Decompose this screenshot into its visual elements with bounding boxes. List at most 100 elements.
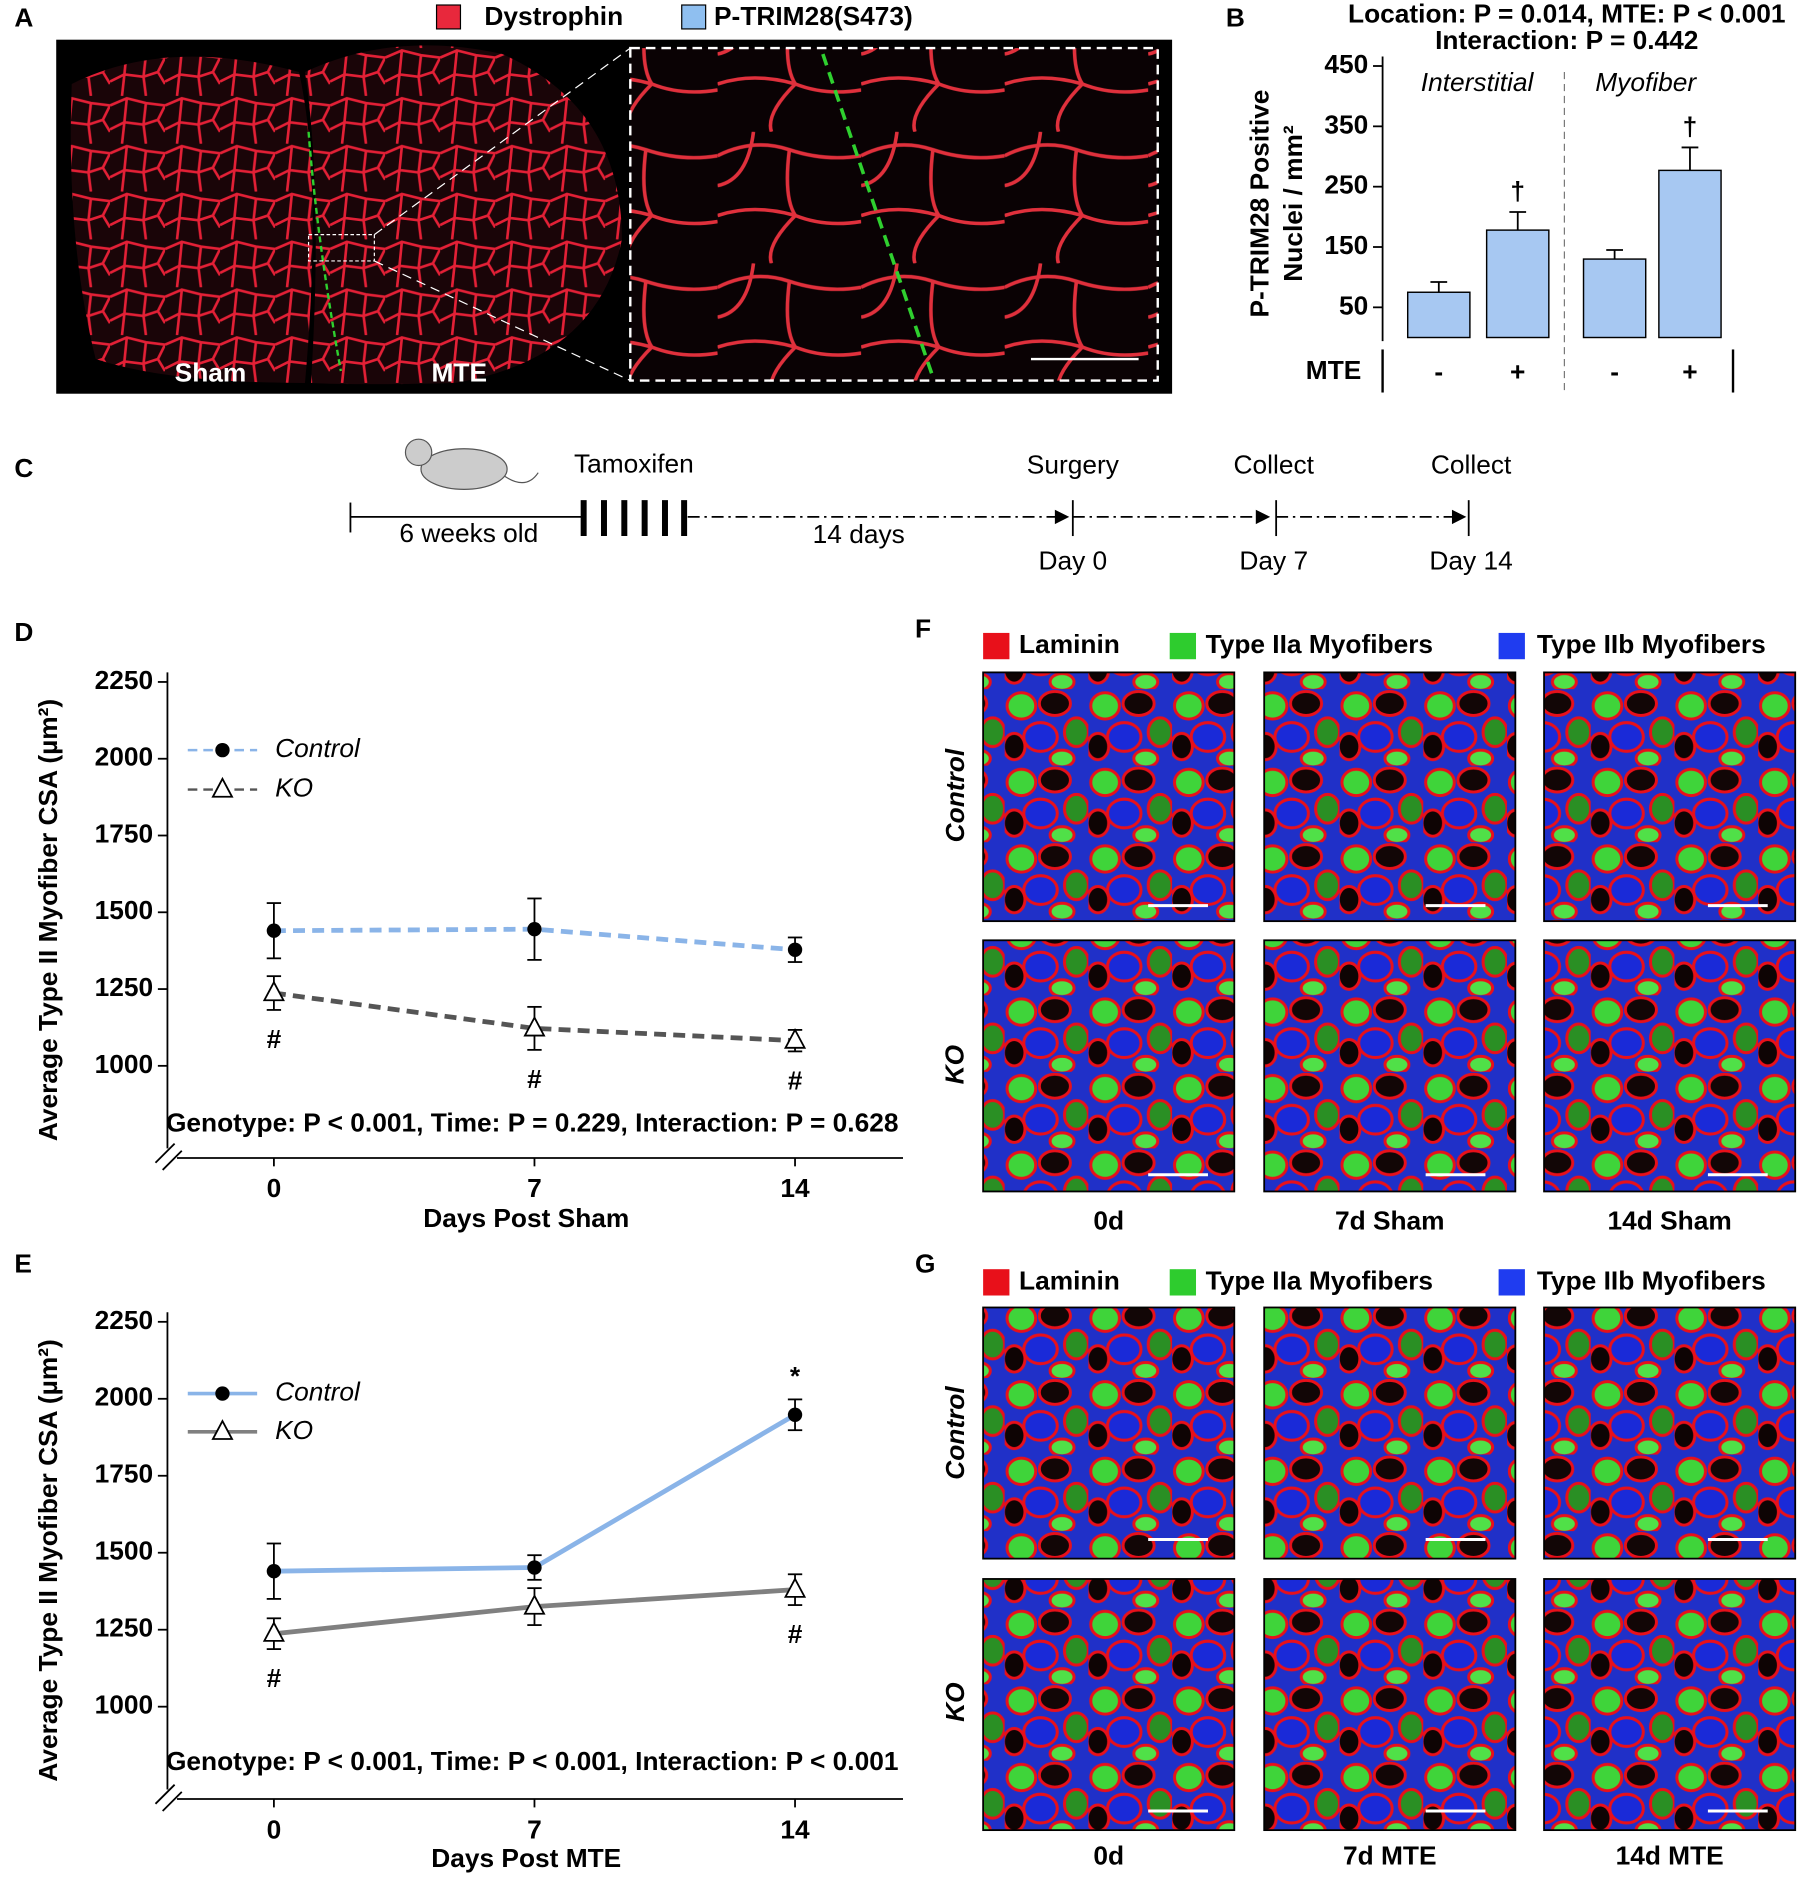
arrows: [1054, 509, 1467, 525]
point: [523, 1593, 546, 1615]
scale-bars: [1148, 904, 1768, 1813]
y-tick-label: 1750: [95, 818, 154, 848]
legend-swatch: [435, 4, 462, 30]
annotation: †: [1683, 111, 1698, 141]
point: [266, 1564, 282, 1579]
series-line: [273, 990, 796, 1044]
legend-swatch: [1498, 1269, 1525, 1296]
panel-label: A: [14, 2, 33, 32]
zoom-image: [629, 46, 1159, 382]
legend-swatch: [983, 1269, 1010, 1296]
row-label: Control: [940, 1386, 970, 1480]
panel-label: C: [14, 453, 33, 483]
point: [262, 1621, 285, 1642]
injections: [580, 500, 688, 537]
bar: [1485, 229, 1550, 339]
y-tick-label: 2000: [95, 742, 154, 772]
timeline-tick: [1071, 500, 1470, 537]
point: [527, 1560, 542, 1575]
muscle-section: [70, 56, 313, 383]
row-label: KO: [940, 1044, 970, 1084]
x-axis-label: MTE: [1306, 355, 1362, 385]
legend-swatch: [1169, 632, 1197, 660]
column-label: 0d: [1093, 1206, 1124, 1236]
point: [215, 742, 230, 758]
bar: [1582, 258, 1647, 339]
timeline-label: 6 weeks old: [399, 518, 538, 548]
event-label: Collect: [1431, 450, 1512, 480]
x-axis-label: Days Post Sham: [423, 1203, 629, 1233]
column-label: 14d Sham: [1608, 1206, 1732, 1236]
y-tick-label: 50: [1339, 290, 1368, 320]
y-tick-label: 1000: [95, 1690, 154, 1720]
point: [783, 1027, 807, 1049]
group-label: Interstitial: [1421, 67, 1535, 97]
bar: [1406, 291, 1471, 339]
y-tick-label: 2250: [95, 665, 154, 695]
legend-label: Control: [275, 733, 361, 763]
annotation: #: [267, 1024, 282, 1054]
stats-text: Genotype: P < 0.001, Time: P < 0.001, In…: [166, 1746, 899, 1776]
stats-text: Interaction: P = 0.442: [1435, 25, 1698, 55]
mouse-icon: [420, 448, 508, 490]
point: [523, 1015, 546, 1037]
event-label: Collect: [1234, 450, 1315, 480]
y-tick-label: 1250: [95, 972, 154, 1002]
annotation: #: [267, 1663, 282, 1693]
x-axis-label: Days Post MTE: [431, 1843, 621, 1873]
y-tick-label: 450: [1324, 49, 1368, 79]
mouse-icon: [404, 438, 433, 467]
bar: [1658, 169, 1722, 339]
series-line: [273, 1412, 797, 1574]
legend-label: Laminin: [1019, 629, 1120, 659]
stats-text: Location: P = 0.014, MTE: P < 0.001: [1348, 0, 1785, 29]
annotation: #: [788, 1065, 803, 1095]
point: [266, 923, 282, 938]
x-tick-label: -: [1434, 356, 1443, 386]
stats-text: Genotype: P < 0.001, Time: P = 0.229, In…: [166, 1107, 899, 1137]
y-axis-label: Average Type II Myofiber CSA (µm²): [33, 699, 63, 1141]
event-day: Day 0: [1038, 545, 1107, 575]
legend-swatch: [1169, 1269, 1197, 1296]
legend-label: Control: [275, 1377, 361, 1407]
panel-label: B: [1226, 2, 1245, 32]
column-label: 7d Sham: [1335, 1206, 1445, 1236]
y-tick-label: 150: [1324, 230, 1368, 260]
y-tick-label: 2000: [95, 1382, 154, 1412]
panel-label: D: [14, 617, 33, 647]
point: [211, 776, 234, 798]
boundary: [821, 53, 935, 378]
point: [262, 980, 285, 1002]
x-tick-label: 0: [267, 1173, 282, 1203]
axis-break: [154, 1142, 183, 1171]
x-tick-label: 7: [527, 1173, 542, 1203]
legend-label: Laminin: [1019, 1265, 1120, 1295]
y-axis-label: Average Type II Myofiber CSA (µm²): [33, 1339, 63, 1781]
column-label: 7d MTE: [1343, 1841, 1437, 1871]
zoom-box: [307, 234, 375, 262]
timeline-label: Tamoxifen: [574, 448, 694, 478]
annotation: #: [788, 1619, 803, 1649]
panel-label: E: [14, 1249, 32, 1279]
panel-label: F: [915, 613, 931, 643]
y-tick-label: 350: [1324, 109, 1368, 139]
legend-label: P-TRIM28(S473): [714, 1, 913, 31]
legend-swatch: [681, 4, 707, 30]
legend-label: KO: [275, 1415, 313, 1445]
column-label: 14d MTE: [1616, 1841, 1724, 1871]
y-tick-label: 1500: [95, 1536, 154, 1566]
point: [787, 1407, 803, 1422]
point: [783, 1576, 807, 1598]
legend-label: KO: [275, 773, 313, 803]
micrographs: [982, 671, 1797, 1832]
column-label: 0d: [1093, 1841, 1124, 1871]
muscle-section: [304, 45, 622, 385]
legend-swatch: [1498, 632, 1525, 660]
row-label: KO: [940, 1682, 970, 1722]
point: [211, 1419, 234, 1440]
event-day: Day 7: [1239, 545, 1308, 575]
point: [527, 921, 542, 937]
annotation: *: [790, 1361, 801, 1391]
legend-label: Dystrophin: [484, 1, 623, 31]
